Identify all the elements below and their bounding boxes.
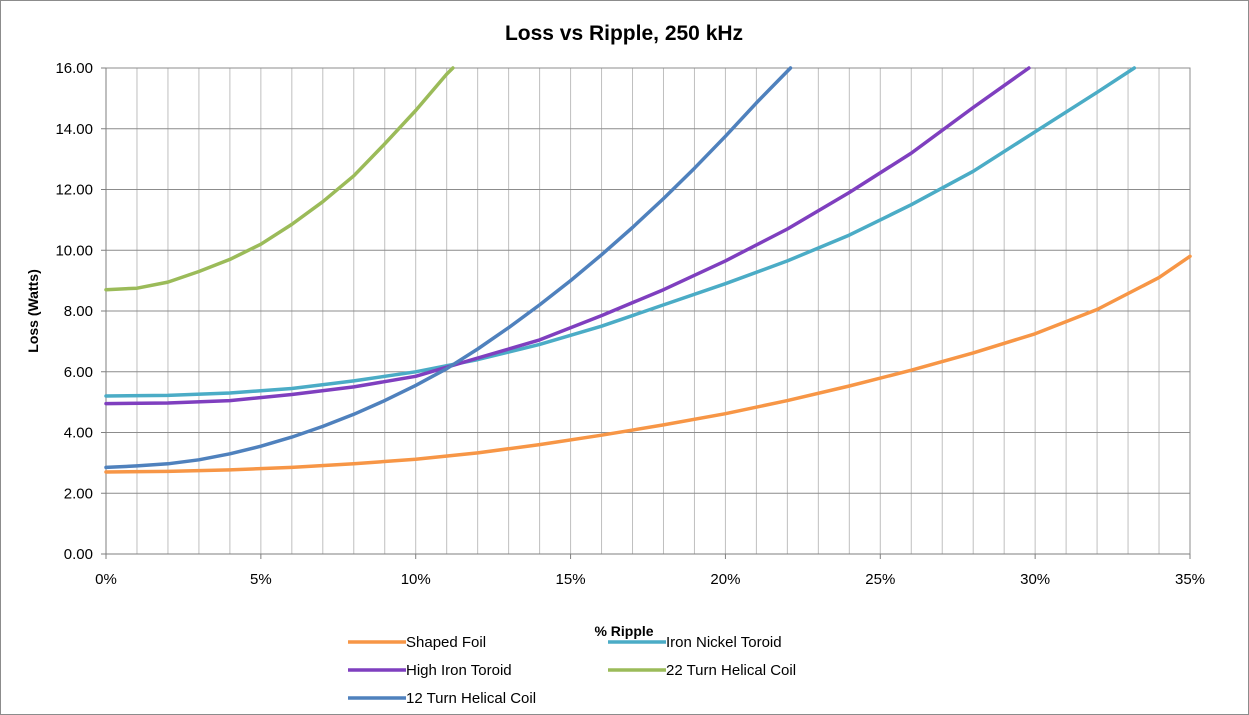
series-lines (104, 66, 1192, 474)
y-tick-label: 4.00 (64, 425, 93, 442)
series-line-high-iron-toroid (104, 66, 1031, 406)
x-axis-ticks: 0% 5% 10% 15% 20% 25% 30% 35% (95, 554, 1205, 588)
series-line-shaped-foil (104, 254, 1192, 474)
series-line-iron-nickel-toroid (104, 66, 1137, 398)
y-tick-label: 8.00 (64, 303, 93, 320)
series-line-12-turn-helical-coil (104, 66, 793, 470)
x-tick-label: 5% (250, 571, 272, 588)
legend-label-shaped-foil: Shaped Foil (406, 634, 486, 651)
legend: Shaped Foil Iron Nickel Toroid High Iron T… (348, 634, 796, 707)
y-tick-label: 12.00 (55, 182, 93, 199)
series-line-22-turn-helical-coil (104, 66, 455, 292)
x-tick-label: 15% (556, 571, 586, 588)
y-tick-label: 2.00 (64, 485, 93, 502)
plot-area (101, 67, 1191, 559)
legend-label-high-iron-toroid: High Iron Toroid (406, 662, 512, 679)
y-tick-label: 10.00 (55, 242, 93, 259)
legend-label-12-turn-helical-coil: 12 Turn Helical Coil (406, 690, 536, 707)
x-tick-label: 25% (865, 571, 895, 588)
x-tick-label: 10% (401, 571, 431, 588)
y-tick-label: 6.00 (64, 364, 93, 381)
x-tick-label: 20% (710, 571, 740, 588)
y-tick-label: 16.00 (55, 60, 93, 77)
legend-label-iron-nickel-toroid: Iron Nickel Toroid (666, 634, 782, 651)
x-tick-label: 0% (95, 571, 117, 588)
legend-label-22-turn-helical-coil: 22 Turn Helical Coil (666, 662, 796, 679)
y-tick-label: 0.00 (64, 546, 93, 563)
chart-title: Loss vs Ripple, 250 kHz (505, 22, 743, 45)
x-tick-label: 35% (1175, 571, 1205, 588)
x-axis-label: % Ripple (594, 623, 653, 639)
y-tick-label: 14.00 (55, 121, 93, 138)
y-axis-label: Loss (Watts) (25, 269, 41, 352)
y-axis-ticks: 0.00 2.00 4.00 6.00 8.00 10.00 12.00 14.00 16.00 (55, 60, 106, 563)
x-tick-label: 30% (1020, 571, 1050, 588)
